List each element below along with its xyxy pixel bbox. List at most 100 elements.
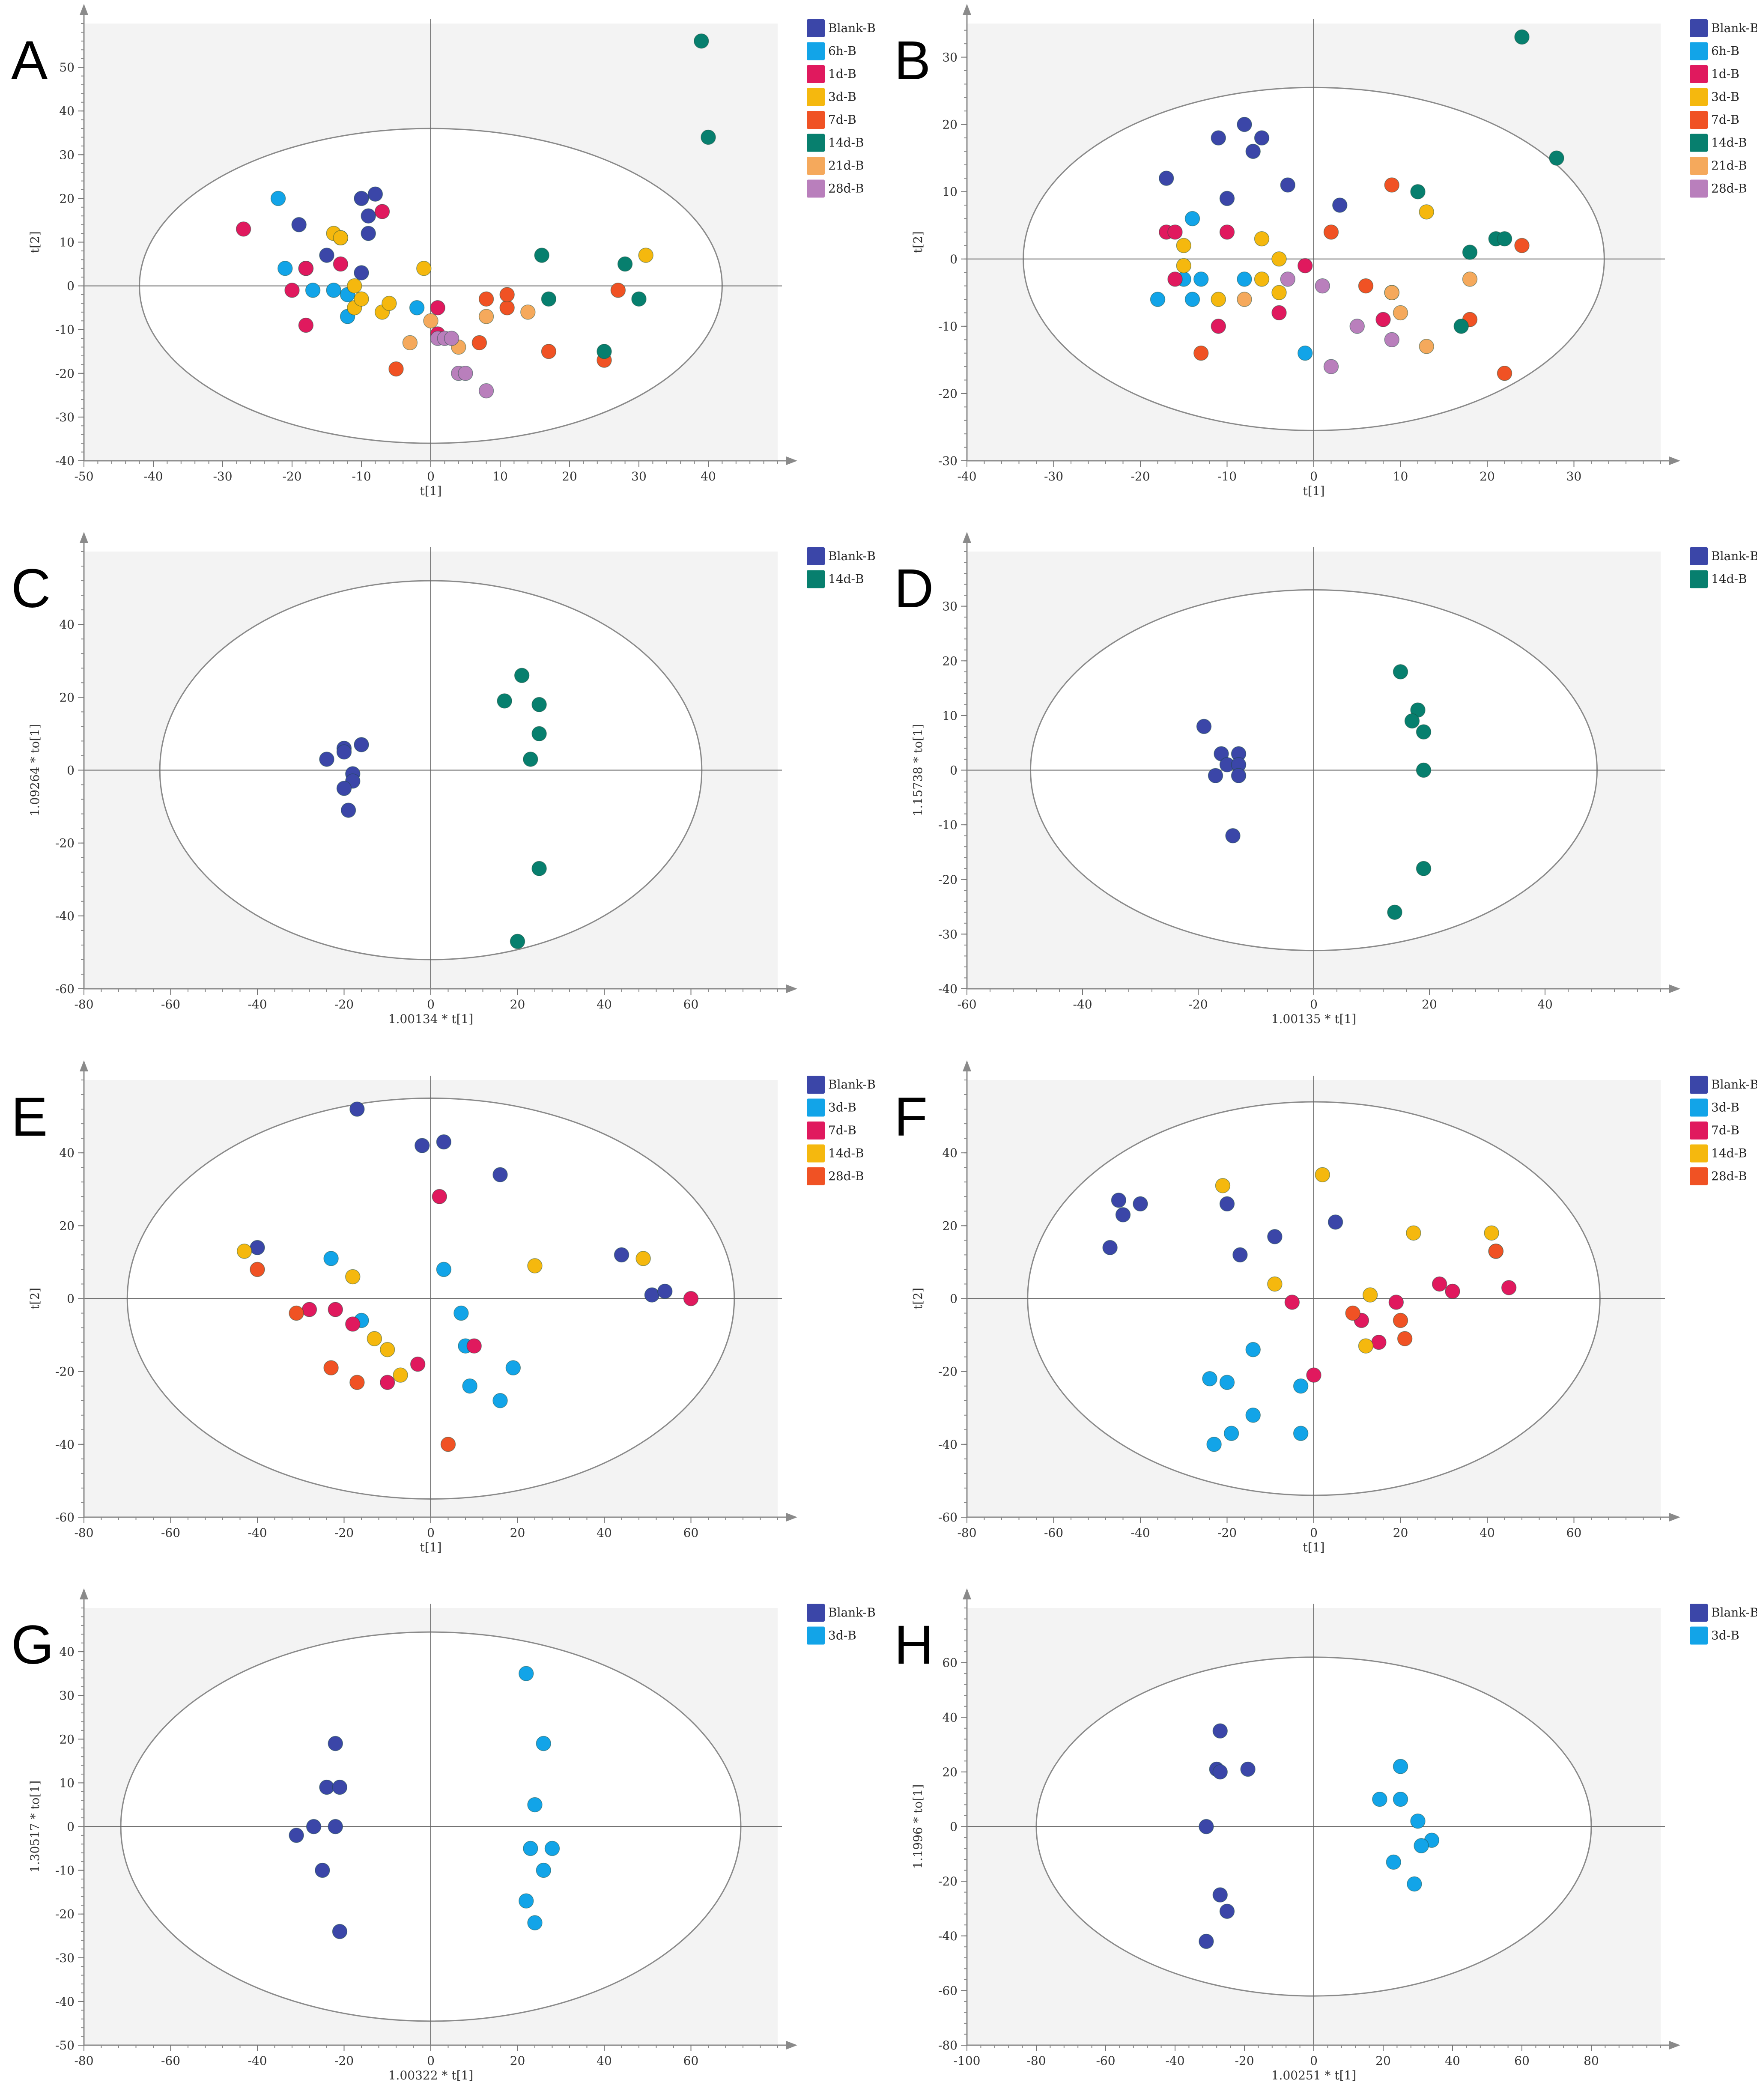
x-tick-label: -80 — [957, 1526, 976, 1540]
legend-label: 21d-B — [828, 158, 864, 173]
x-tick-label: 60 — [683, 1526, 699, 1540]
point-21d-b — [423, 313, 439, 329]
y-tick-label: -30 — [55, 1951, 75, 1965]
point-blank-b — [1332, 197, 1348, 213]
x-tick-label: 30 — [1566, 469, 1582, 483]
point-1d-b — [298, 261, 314, 276]
y-tick-label: -20 — [938, 387, 958, 401]
x-tick-label: -60 — [957, 997, 976, 1011]
point-blank-b — [415, 1138, 430, 1153]
y-tick-label: -80 — [938, 2038, 958, 2052]
point-7d-b — [1358, 278, 1374, 294]
point-blank-b — [1212, 1723, 1228, 1739]
point-14d-b — [393, 1367, 408, 1383]
y-tick-label: 30 — [942, 51, 958, 65]
y-axis-arrow — [80, 532, 88, 543]
point-blank-b — [1219, 191, 1235, 206]
point-1d-b — [1298, 258, 1313, 274]
point-14d-b — [541, 291, 557, 307]
x-tick-label: -20 — [282, 469, 301, 483]
legend-label: Blank-B — [1711, 21, 1757, 35]
x-tick-label: -60 — [161, 997, 180, 1011]
point-1d-b — [1219, 224, 1235, 240]
legend-label: Blank-B — [1711, 549, 1757, 563]
point-28d-b — [1349, 319, 1365, 334]
legend-swatch — [807, 88, 825, 106]
y-tick-label: 0 — [67, 764, 75, 778]
point-28d-b — [444, 331, 459, 346]
legend-label: Blank-B — [828, 549, 876, 563]
point-7d-b — [388, 361, 404, 377]
point-28d-b — [250, 1262, 265, 1277]
x-tick-label: -100 — [954, 2054, 981, 2068]
y-tick-label: -10 — [938, 319, 958, 334]
point-28d-b — [1345, 1305, 1360, 1321]
point-7d-b — [1501, 1280, 1517, 1295]
point-6h-b — [270, 191, 286, 206]
point-14d-b — [1406, 1225, 1421, 1241]
x-tick-label: -80 — [1026, 2054, 1046, 2068]
y-tick-label: 40 — [942, 1146, 958, 1160]
point-14d-b — [617, 256, 633, 272]
y-tick-label: 20 — [942, 1219, 958, 1233]
y-tick-label: -40 — [938, 982, 958, 996]
point-14d-b — [1416, 861, 1432, 876]
point-7d-b — [1497, 366, 1512, 381]
point-blank-b — [1102, 1240, 1118, 1256]
point-7d-b — [301, 1302, 317, 1317]
point-14d-b — [345, 1269, 361, 1285]
y-tick-label: 30 — [942, 600, 958, 614]
point-1d-b — [1211, 319, 1226, 334]
point-blank-b — [1225, 828, 1241, 844]
x-tick-label: 60 — [1566, 1526, 1582, 1540]
y-tick-label: 20 — [59, 191, 75, 206]
point-28d-b — [1393, 1312, 1408, 1328]
point-14d-b — [1497, 231, 1512, 247]
legend-label: 28d-B — [828, 1169, 864, 1183]
point-28d-b — [1488, 1244, 1503, 1259]
x-axis-arrow — [1669, 456, 1680, 465]
y-tick-label: -60 — [55, 1510, 75, 1524]
point-3d-b — [1386, 1854, 1402, 1870]
legend-label: 21d-B — [1711, 158, 1747, 173]
point-28d-b — [478, 383, 494, 399]
y-axis-arrow — [963, 4, 971, 15]
legend-swatch — [807, 1122, 825, 1139]
point-3d-b — [1254, 231, 1270, 247]
point-14d-b — [1393, 664, 1408, 680]
y-tick-label: -20 — [938, 873, 958, 887]
x-tick-label: -40 — [1073, 997, 1092, 1011]
point-blank-b — [644, 1287, 660, 1303]
x-tick-label: -10 — [1217, 469, 1237, 483]
x-tick-label: 10 — [492, 469, 508, 483]
x-tick-label: 20 — [510, 1526, 525, 1540]
y-axis-arrow — [963, 1060, 971, 1071]
point-blank-b — [1327, 1214, 1343, 1230]
legend-swatch — [1690, 19, 1708, 37]
point-3d-b — [536, 1862, 551, 1878]
panel-d: D-60 -40 -20 0 20 40-40-30-20-1001020301.0013… — [894, 532, 1757, 1026]
y-tick-label: -20 — [55, 836, 75, 850]
point-28d-b — [289, 1305, 304, 1321]
y-tick-label: 20 — [942, 654, 958, 668]
x-tick-label: 0 — [427, 1526, 435, 1540]
legend-swatch — [1690, 65, 1708, 83]
legend-label: 3d-B — [828, 1629, 856, 1643]
point-7d-b — [499, 287, 515, 302]
panel-e: E -80 -60 -40 -20 0 20 40 60 -60 -40 -20 0 20 40 t[1] t[… — [11, 1060, 876, 1554]
point-3d-b — [1176, 258, 1191, 274]
legend-swatch — [807, 1604, 825, 1622]
point-3d-b — [1176, 238, 1191, 254]
panel-letter: F — [894, 1086, 928, 1148]
legend-label: Blank-B — [1711, 1077, 1757, 1092]
point-blank-b — [328, 1819, 343, 1835]
legend-swatch — [807, 42, 825, 60]
legend-swatch — [807, 65, 825, 83]
point-28d-b — [1323, 359, 1339, 374]
point-blank-b — [1219, 1196, 1235, 1212]
legend-swatch — [1690, 157, 1708, 175]
y-tick-label: -20 — [55, 1365, 75, 1379]
point-3d-b — [1211, 292, 1226, 307]
legend-label: Blank-B — [828, 1605, 876, 1620]
y-tick-label: -20 — [938, 1874, 958, 1888]
